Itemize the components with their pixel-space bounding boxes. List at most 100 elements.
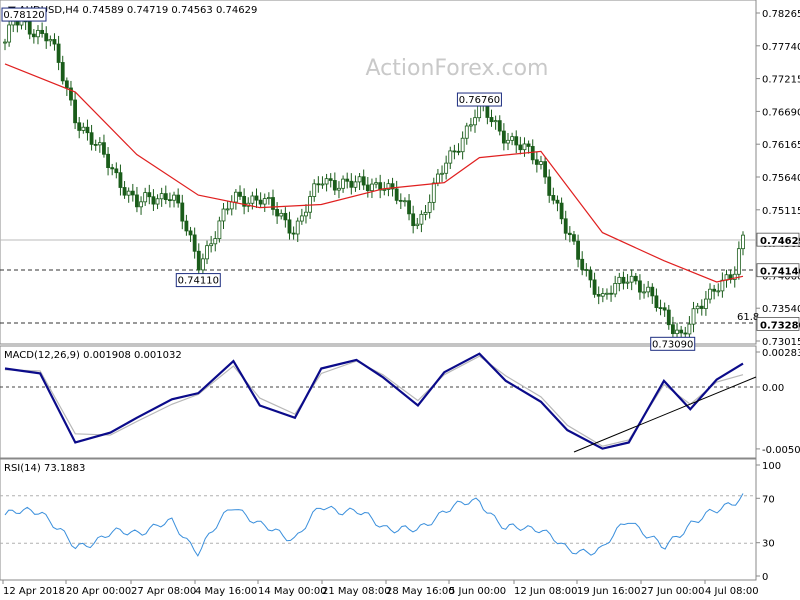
annotation-box — [175, 273, 221, 288]
price-tick-label: 0.73540 — [762, 304, 800, 315]
candle-body — [291, 232, 296, 235]
rsi-lines — [4, 493, 744, 557]
candle-body — [27, 21, 32, 35]
x-tick-label: 12 Apr 2018 — [3, 586, 65, 597]
candle-body — [44, 33, 49, 42]
candle-body — [118, 172, 123, 188]
candle-body — [732, 273, 737, 280]
candle-body — [419, 213, 424, 225]
candle-body — [658, 307, 663, 309]
candle-body — [675, 329, 679, 335]
candle-body — [271, 197, 275, 210]
candle-body — [308, 196, 312, 213]
candle-body — [155, 198, 160, 205]
price-annotation-0.74110: 0.74110 — [175, 273, 221, 288]
price-lines — [4, 63, 744, 283]
candle-body — [510, 136, 515, 141]
price-tick-label: 0.77740 — [762, 42, 800, 53]
candle-body — [176, 194, 181, 204]
price-tick-label: 0.75115 — [762, 206, 800, 217]
candle-body — [320, 183, 325, 186]
candle-body — [671, 324, 675, 335]
macd-axis: 0.002839 0.00 -0.005021 — [756, 348, 800, 456]
candle-body — [712, 288, 717, 292]
candle-body — [567, 232, 572, 236]
candle-body — [415, 223, 420, 227]
candle-body — [238, 191, 242, 197]
candle-body — [357, 176, 362, 183]
candle-body — [110, 167, 115, 170]
candle-body — [126, 190, 131, 196]
candle-body — [15, 20, 20, 26]
candle-body — [452, 150, 457, 153]
candle-body — [349, 180, 354, 188]
x-tick-label: 21 May 08:00 — [322, 586, 391, 597]
candle-body — [613, 283, 618, 295]
rsi-panel-frame — [0, 458, 757, 581]
x-tick-label: 4 May 16:00 — [195, 586, 257, 597]
annotation-label: 0.74110 — [178, 276, 219, 287]
candle-body — [708, 288, 712, 300]
candle-body — [629, 275, 634, 283]
price-tick-label: 0.76690 — [762, 107, 800, 118]
candle-body — [440, 172, 444, 175]
candle-body — [522, 143, 527, 151]
candle-body — [650, 286, 655, 297]
candle-body — [456, 150, 461, 153]
price-annotation-0.76760: 0.76760 — [456, 92, 502, 107]
candle-body — [200, 258, 205, 271]
candle-body — [93, 144, 98, 146]
candle-body — [489, 117, 494, 123]
fib-label: 61.8 — [737, 312, 759, 323]
macd-panel-frame — [0, 345, 757, 459]
candle-body — [572, 234, 576, 242]
candle-body — [473, 117, 477, 126]
candle-body — [135, 194, 139, 208]
candle-body — [205, 245, 209, 260]
candle-body — [703, 298, 708, 309]
candle-body — [374, 182, 378, 185]
candle-body — [411, 213, 416, 227]
candle-body — [221, 208, 226, 222]
x-tick-label: 19 Jun 16:00 — [577, 586, 641, 597]
candle-body — [654, 295, 659, 308]
candle-body — [139, 201, 143, 208]
rsi-panel-title: RSI(14) 73.1883 — [4, 463, 85, 474]
x-tick-label: 12 Jun 08:00 — [514, 586, 578, 597]
candle-body — [497, 120, 502, 132]
candle-body — [73, 99, 77, 124]
candle-body — [407, 200, 411, 215]
x-tick-label: 5 Jun 00:00 — [449, 586, 506, 597]
candle-body — [122, 187, 127, 196]
annotation-box — [456, 92, 502, 107]
candle-body — [102, 142, 106, 155]
candle-body — [398, 199, 403, 202]
candle-body — [283, 212, 288, 221]
candle-body — [295, 220, 300, 235]
candle-body — [89, 132, 94, 145]
macd-lines — [4, 352, 744, 450]
candle-body — [192, 234, 197, 252]
candle-body — [40, 29, 45, 34]
candle-body — [254, 195, 259, 201]
annotation-label: 0.76760 — [459, 95, 500, 106]
candle-body — [683, 332, 688, 335]
x-axis: 12 Apr 2018 20 Apr 00:00 27 Apr 08:004 May… — [2, 580, 759, 597]
candle-body — [547, 176, 552, 196]
candle-body — [328, 178, 333, 181]
candle-body — [394, 188, 399, 201]
candle-body — [7, 24, 12, 43]
candle-body — [588, 269, 593, 281]
candle-body — [596, 294, 601, 297]
candle-body — [147, 192, 152, 198]
candle-body — [213, 238, 218, 245]
axis-level-tag-label: 0.74629 — [760, 236, 800, 247]
candle-body — [642, 291, 646, 294]
candle-body — [736, 248, 741, 275]
candle-body — [114, 168, 119, 174]
candle-body — [448, 150, 453, 164]
ema-line — [4, 63, 744, 283]
candle-body — [539, 161, 543, 165]
candle-body — [64, 80, 69, 89]
